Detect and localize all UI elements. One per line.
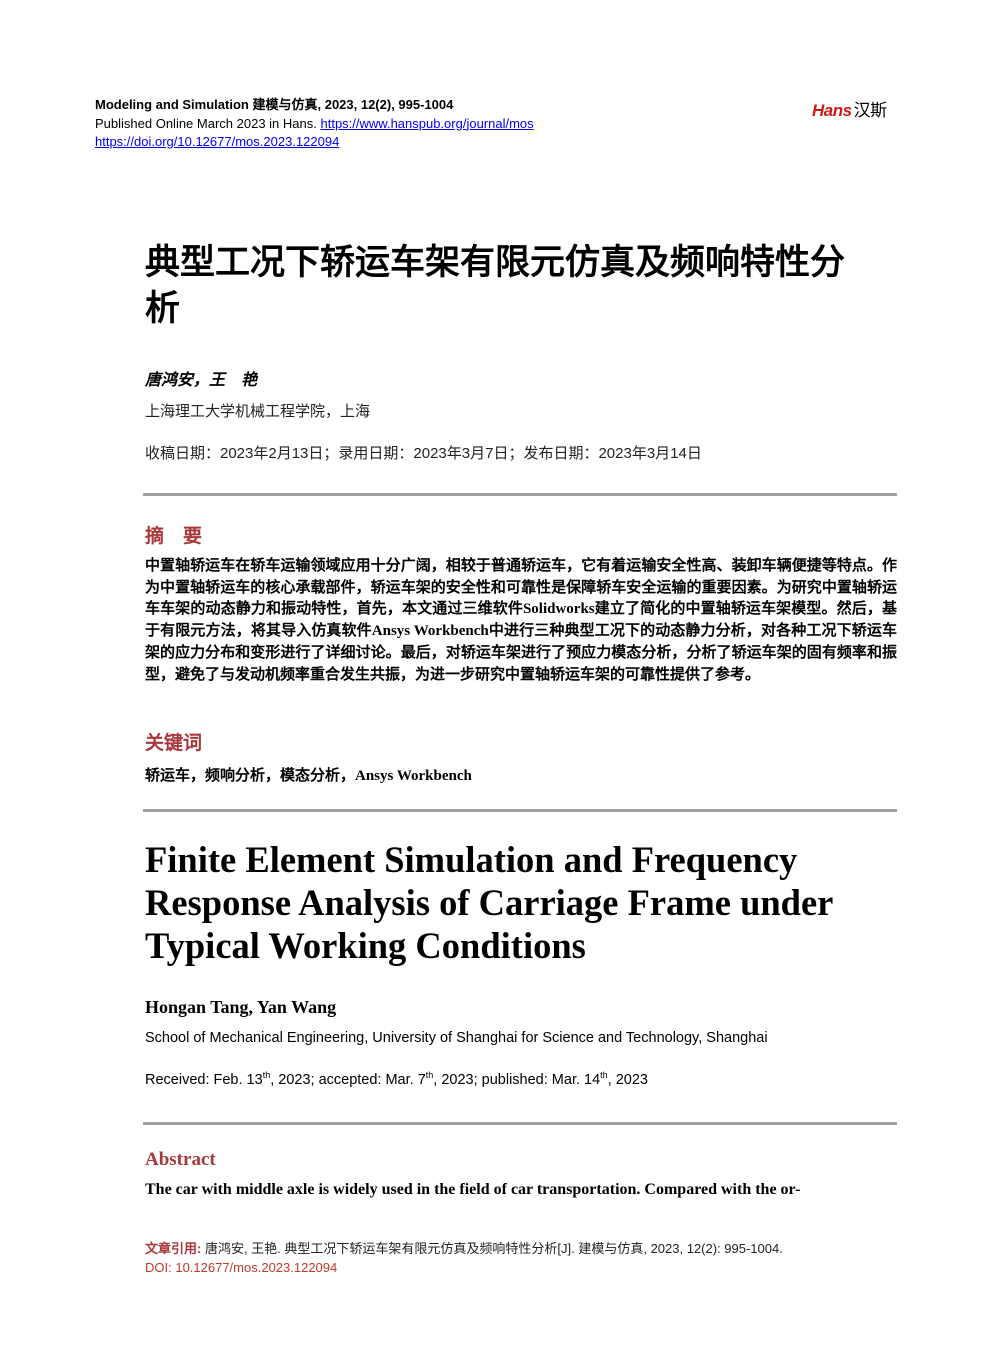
- year: , 2023: [607, 1071, 649, 1088]
- divider: [143, 493, 897, 496]
- divider: [143, 1122, 897, 1125]
- en-dates: Received: Feb. 13th, 2023; accepted: Mar…: [145, 1070, 648, 1088]
- journal-name: Modeling and Simulation: [95, 97, 249, 112]
- divider: [143, 809, 897, 812]
- journal-name-cn: 建模与仿真: [252, 97, 318, 112]
- citation-text: 唐鸿安, 王艳. 典型工况下轿运车架有限元仿真及频响特性分析[J]. 建模与仿真…: [201, 1241, 783, 1256]
- en-abstract-heading: Abstract: [145, 1149, 216, 1170]
- citation-label: 文章引用:: [145, 1241, 202, 1256]
- en-authors: Hongan Tang, Yan Wang: [145, 997, 337, 1017]
- hans-logo: Hans 汉斯: [812, 96, 887, 121]
- received: Received: Feb. 13: [145, 1071, 263, 1088]
- cn-keywords: 轿运车，频响分析，模态分析，Ansys Workbench: [145, 768, 472, 784]
- sup: th: [262, 1070, 271, 1080]
- journal-header: Modeling and Simulation 建模与仿真, 2023, 12(…: [95, 96, 534, 152]
- published: , 2023; published: Mar. 14: [433, 1071, 601, 1088]
- citation: 文章引用: 唐鸿安, 王艳. 典型工况下轿运车架有限元仿真及频响特性分析[J].…: [145, 1239, 783, 1277]
- published-note: Published Online March 2023 in Hans.: [95, 115, 317, 131]
- logo-cn: 汉斯: [853, 101, 888, 120]
- cn-dates: 收稿日期：2023年2月13日；录用日期：2023年3月7日；发布日期：2023…: [145, 445, 702, 462]
- en-title: Finite Element Simulation and Frequency …: [145, 839, 833, 966]
- cn-abstract-heading: 摘 要: [145, 526, 203, 547]
- accepted: , 2023; accepted: Mar. 7: [270, 1071, 426, 1088]
- cn-authors: 唐鸿安，王 艳: [145, 372, 258, 389]
- logo-text: Hans: [812, 101, 852, 120]
- en-abstract: The car with middle axle is widely used …: [145, 1181, 801, 1198]
- journal-link[interactable]: https://www.hanspub.org/journal/mos: [320, 115, 534, 131]
- cn-abstract: 中置轴轿运车在轿车运输领域应用十分广阔，相较于普通轿运车，它有着运输安全性高、装…: [145, 558, 897, 683]
- volume-info: , 2023, 12(2), 995-1004: [317, 97, 454, 112]
- cn-affiliation: 上海理工大学机械工程学院，上海: [145, 403, 371, 420]
- cn-keywords-heading: 关键词: [145, 733, 203, 754]
- sup: th: [425, 1070, 434, 1080]
- cn-title: 典型工况下轿运车架有限元仿真及频响特性分析: [145, 243, 846, 329]
- sup: th: [600, 1070, 608, 1080]
- citation-doi: DOI: 10.12677/mos.2023.122094: [145, 1260, 338, 1275]
- doi-link[interactable]: https://doi.org/10.12677/mos.2023.122094: [95, 134, 340, 149]
- en-affiliation: School of Mechanical Engineering, Univer…: [145, 1030, 768, 1046]
